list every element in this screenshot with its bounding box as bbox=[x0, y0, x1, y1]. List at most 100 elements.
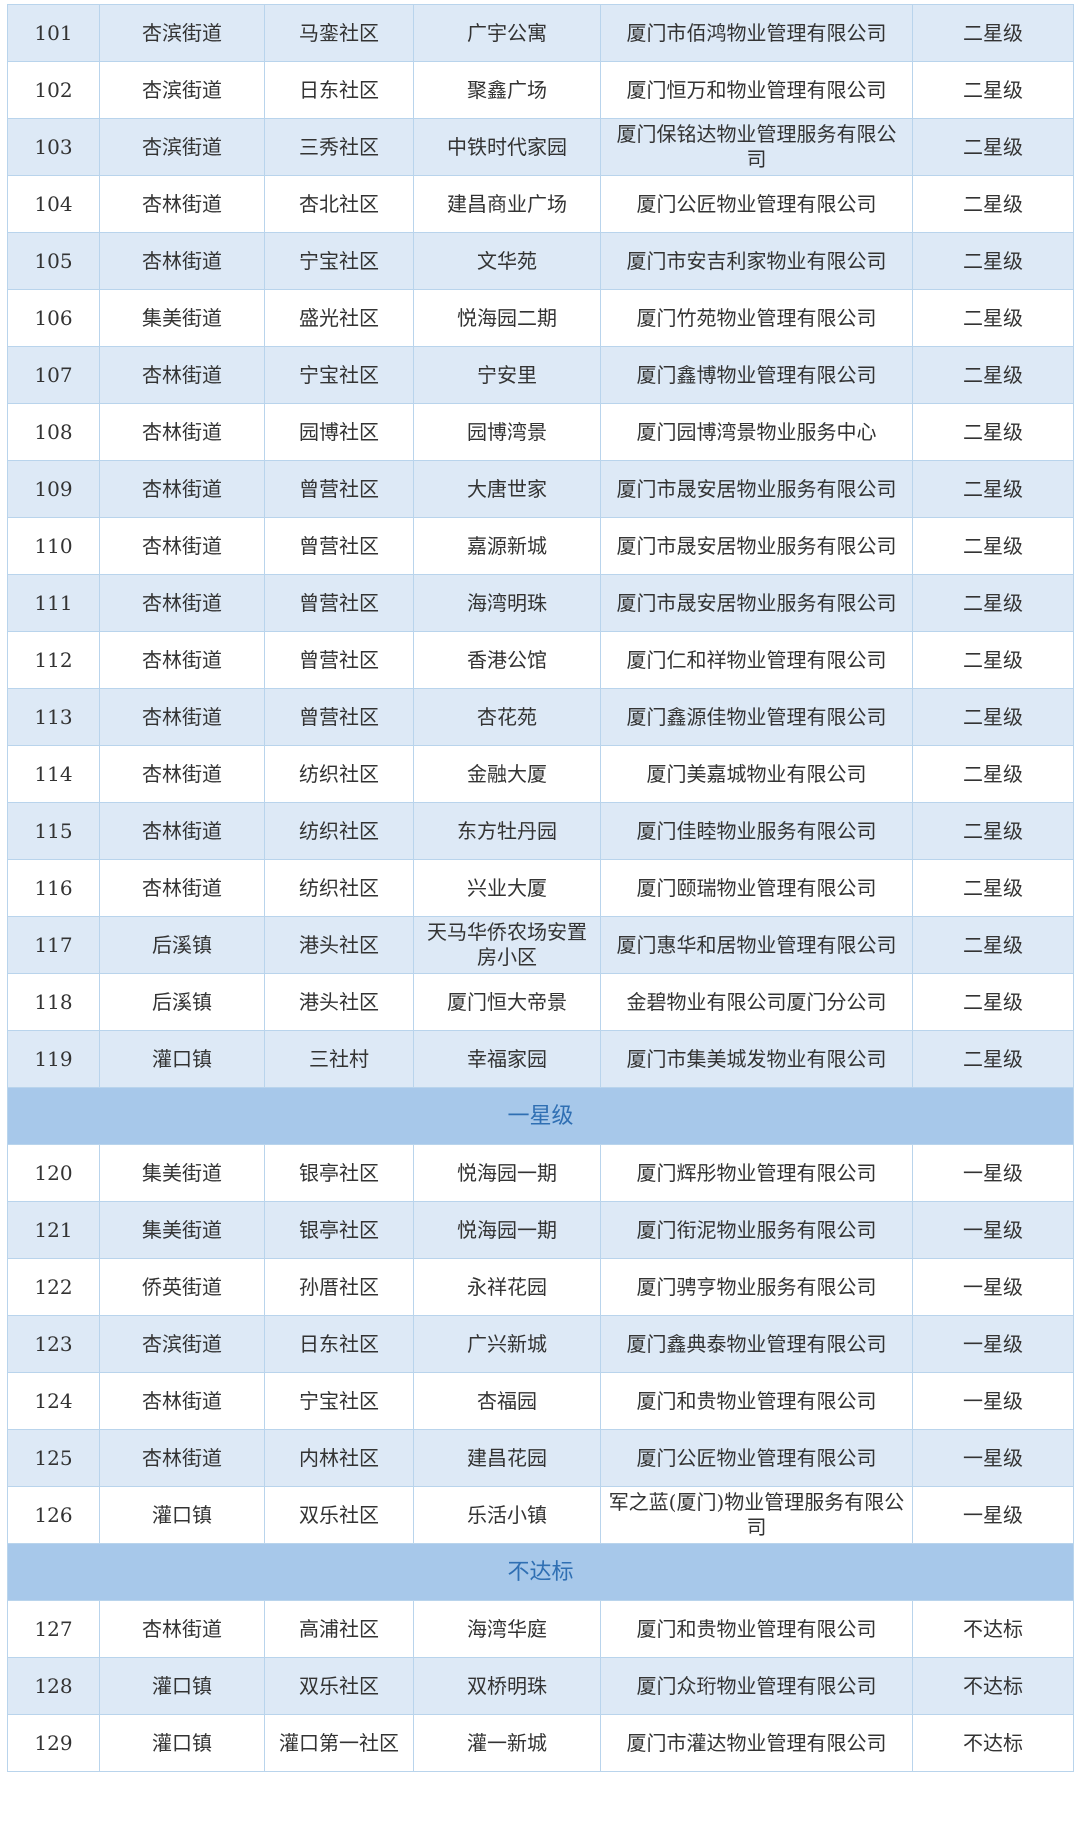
index-cell: 114 bbox=[7, 745, 100, 803]
community-cell: 盛光社区 bbox=[264, 289, 414, 347]
index-cell: 126 bbox=[7, 1486, 100, 1544]
rating-cell: 二星级 bbox=[912, 289, 1074, 347]
street-cell: 侨英街道 bbox=[99, 1258, 265, 1316]
community-cell: 港头社区 bbox=[264, 973, 414, 1031]
rating-cell: 二星级 bbox=[912, 232, 1074, 290]
company-cell: 厦门园博湾景物业服务中心 bbox=[600, 403, 913, 461]
estate-cell: 金融大厦 bbox=[413, 745, 601, 803]
table-row: 123 杏滨街道 日东社区 广兴新城 厦门鑫典泰物业管理有限公司 一星级 bbox=[7, 1315, 1074, 1373]
section-row: 一星级 bbox=[7, 1087, 1074, 1145]
estate-cell: 杏福园 bbox=[413, 1372, 601, 1430]
company-cell: 金碧物业有限公司厦门分公司 bbox=[600, 973, 913, 1031]
company-cell: 厦门惠华和居物业管理有限公司 bbox=[600, 916, 913, 974]
community-cell: 宁宝社区 bbox=[264, 1372, 414, 1430]
index-cell: 104 bbox=[7, 175, 100, 233]
company-cell: 厦门市晟安居物业服务有限公司 bbox=[600, 574, 913, 632]
rating-cell: 二星级 bbox=[912, 118, 1074, 176]
street-cell: 灌口镇 bbox=[99, 1657, 265, 1715]
table-row: 127 杏林街道 高浦社区 海湾华庭 厦门和贵物业管理有限公司 不达标 bbox=[7, 1600, 1074, 1658]
community-cell: 双乐社区 bbox=[264, 1486, 414, 1544]
street-cell: 灌口镇 bbox=[99, 1030, 265, 1088]
company-cell: 厦门市安吉利家物业有限公司 bbox=[600, 232, 913, 290]
company-cell: 军之蓝(厦门)物业管理服务有限公司 bbox=[600, 1486, 913, 1544]
street-cell: 杏林街道 bbox=[99, 631, 265, 689]
index-cell: 113 bbox=[7, 688, 100, 746]
table-row: 119 灌口镇 三社村 幸福家园 厦门市集美城发物业有限公司 二星级 bbox=[7, 1030, 1074, 1088]
index-cell: 108 bbox=[7, 403, 100, 461]
index-cell: 115 bbox=[7, 802, 100, 860]
estate-cell: 灌一新城 bbox=[413, 1714, 601, 1772]
table-row: 106 集美街道 盛光社区 悦海园二期 厦门竹苑物业管理有限公司 二星级 bbox=[7, 289, 1074, 347]
index-cell: 124 bbox=[7, 1372, 100, 1430]
company-cell: 厦门和贵物业管理有限公司 bbox=[600, 1600, 913, 1658]
index-cell: 109 bbox=[7, 460, 100, 518]
table-body: 101 杏滨街道 马銮社区 广宇公寓 厦门市佰鸿物业管理有限公司 二星级 102 杏滨街道 日东… bbox=[7, 4, 1074, 1772]
estate-cell: 东方牡丹园 bbox=[413, 802, 601, 860]
street-cell: 杏林街道 bbox=[99, 1600, 265, 1658]
street-cell: 后溪镇 bbox=[99, 973, 265, 1031]
table-row: 122 侨英街道 孙厝社区 永祥花园 厦门骋亨物业服务有限公司 一星级 bbox=[7, 1258, 1074, 1316]
community-cell: 曾营社区 bbox=[264, 460, 414, 518]
company-cell: 厦门佳睦物业服务有限公司 bbox=[600, 802, 913, 860]
index-cell: 118 bbox=[7, 973, 100, 1031]
rating-cell: 二星级 bbox=[912, 745, 1074, 803]
rating-cell: 二星级 bbox=[912, 61, 1074, 119]
table-row: 104 杏林街道 杏北社区 建昌商业广场 厦门公匠物业管理有限公司 二星级 bbox=[7, 175, 1074, 233]
table-row: 115 杏林街道 纺织社区 东方牡丹园 厦门佳睦物业服务有限公司 二星级 bbox=[7, 802, 1074, 860]
rating-cell: 一星级 bbox=[912, 1315, 1074, 1373]
company-cell: 厦门鑫源佳物业管理有限公司 bbox=[600, 688, 913, 746]
rating-cell: 一星级 bbox=[912, 1486, 1074, 1544]
rating-cell: 二星级 bbox=[912, 859, 1074, 917]
street-cell: 杏滨街道 bbox=[99, 118, 265, 176]
page: 101 杏滨街道 马銮社区 广宇公寓 厦门市佰鸿物业管理有限公司 二星级 102 杏滨街道 日东… bbox=[0, 4, 1080, 1830]
street-cell: 灌口镇 bbox=[99, 1486, 265, 1544]
street-cell: 杏滨街道 bbox=[99, 4, 265, 62]
rating-cell: 二星级 bbox=[912, 916, 1074, 974]
company-cell: 厦门公匠物业管理有限公司 bbox=[600, 175, 913, 233]
street-cell: 集美街道 bbox=[99, 1144, 265, 1202]
rating-cell: 二星级 bbox=[912, 403, 1074, 461]
rating-cell: 不达标 bbox=[912, 1714, 1074, 1772]
index-cell: 110 bbox=[7, 517, 100, 575]
index-cell: 116 bbox=[7, 859, 100, 917]
estate-cell: 文华苑 bbox=[413, 232, 601, 290]
rating-cell: 二星级 bbox=[912, 4, 1074, 62]
table-row: 111 杏林街道 曾营社区 海湾明珠 厦门市晟安居物业服务有限公司 二星级 bbox=[7, 574, 1074, 632]
estate-cell: 杏花苑 bbox=[413, 688, 601, 746]
table-row: 110 杏林街道 曾营社区 嘉源新城 厦门市晟安居物业服务有限公司 二星级 bbox=[7, 517, 1074, 575]
rating-table: 101 杏滨街道 马銮社区 广宇公寓 厦门市佰鸿物业管理有限公司 二星级 102 杏滨街道 日东… bbox=[7, 4, 1074, 1772]
table-row: 102 杏滨街道 日东社区 聚鑫广场 厦门恒万和物业管理有限公司 二星级 bbox=[7, 61, 1074, 119]
estate-cell: 幸福家园 bbox=[413, 1030, 601, 1088]
street-cell: 杏林街道 bbox=[99, 346, 265, 404]
index-cell: 117 bbox=[7, 916, 100, 974]
estate-cell: 天马华侨农场安置房小区 bbox=[413, 916, 601, 974]
index-cell: 123 bbox=[7, 1315, 100, 1373]
estate-cell: 乐活小镇 bbox=[413, 1486, 601, 1544]
table-row: 112 杏林街道 曾营社区 香港公馆 厦门仁和祥物业管理有限公司 二星级 bbox=[7, 631, 1074, 689]
street-cell: 杏林街道 bbox=[99, 745, 265, 803]
company-cell: 厦门市佰鸿物业管理有限公司 bbox=[600, 4, 913, 62]
community-cell: 曾营社区 bbox=[264, 631, 414, 689]
table-row: 121 集美街道 银亭社区 悦海园一期 厦门衔泥物业服务有限公司 一星级 bbox=[7, 1201, 1074, 1259]
company-cell: 厦门市灌达物业管理有限公司 bbox=[600, 1714, 913, 1772]
street-cell: 杏林街道 bbox=[99, 232, 265, 290]
company-cell: 厦门和贵物业管理有限公司 bbox=[600, 1372, 913, 1430]
street-cell: 杏林街道 bbox=[99, 688, 265, 746]
community-cell: 宁宝社区 bbox=[264, 346, 414, 404]
rating-cell: 二星级 bbox=[912, 973, 1074, 1031]
rating-cell: 不达标 bbox=[912, 1657, 1074, 1715]
community-cell: 园博社区 bbox=[264, 403, 414, 461]
community-cell: 三社村 bbox=[264, 1030, 414, 1088]
company-cell: 厦门辉彤物业管理有限公司 bbox=[600, 1144, 913, 1202]
company-cell: 厦门市晟安居物业服务有限公司 bbox=[600, 460, 913, 518]
community-cell: 宁宝社区 bbox=[264, 232, 414, 290]
rating-cell: 不达标 bbox=[912, 1600, 1074, 1658]
index-cell: 125 bbox=[7, 1429, 100, 1487]
table-row: 126 灌口镇 双乐社区 乐活小镇 军之蓝(厦门)物业管理服务有限公司 一星级 bbox=[7, 1486, 1074, 1544]
community-cell: 杏北社区 bbox=[264, 175, 414, 233]
index-cell: 102 bbox=[7, 61, 100, 119]
community-cell: 日东社区 bbox=[264, 61, 414, 119]
community-cell: 高浦社区 bbox=[264, 1600, 414, 1658]
index-cell: 122 bbox=[7, 1258, 100, 1316]
estate-cell: 海湾明珠 bbox=[413, 574, 601, 632]
